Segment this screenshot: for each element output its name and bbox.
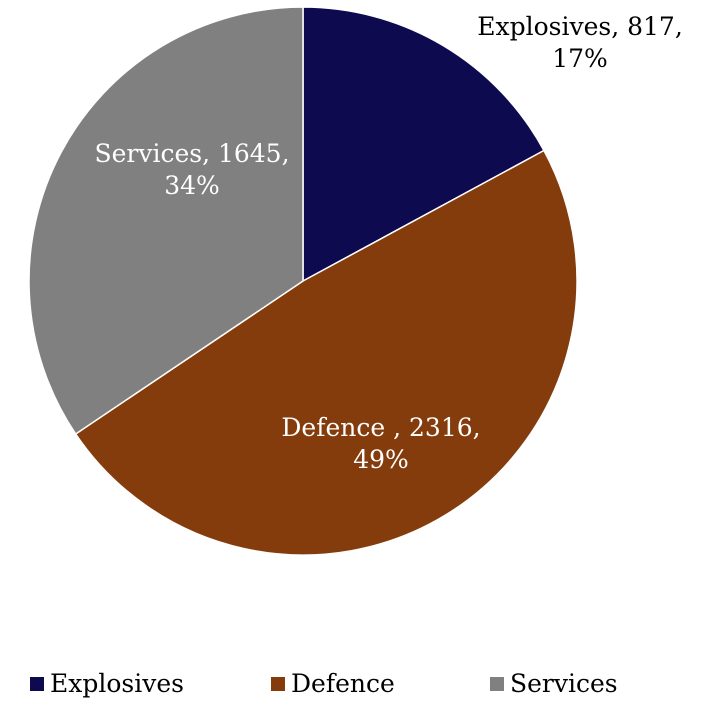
legend-swatch-explosives	[30, 677, 44, 691]
legend-swatch-defence	[271, 677, 285, 691]
legend-item-services: Services	[490, 669, 618, 698]
pie-slices	[28, 6, 578, 556]
data-label-defence: Defence , 2316, 49%	[281, 413, 480, 474]
pie-data-labels: Explosives, 817, 17% Defence , 2316, 49% Ser…	[94, 12, 682, 474]
pie-slice-services	[28, 6, 304, 436]
legend-item-defence: Defence	[271, 669, 395, 698]
legend-item-explosives: Explosives	[30, 669, 184, 698]
chart-legend: Explosives Defence Services	[30, 669, 618, 698]
legend-label-defence: Defence	[291, 669, 395, 698]
data-label-services: Services, 1645, 34%	[94, 139, 289, 200]
legend-label-services: Services	[510, 669, 618, 698]
pie-slice-defence	[74, 149, 578, 556]
data-label-explosives: Explosives, 817, 17%	[477, 12, 683, 73]
legend-swatch-services	[490, 677, 504, 691]
legend-label-explosives: Explosives	[50, 669, 184, 698]
pie-slice-explosives	[302, 6, 545, 283]
